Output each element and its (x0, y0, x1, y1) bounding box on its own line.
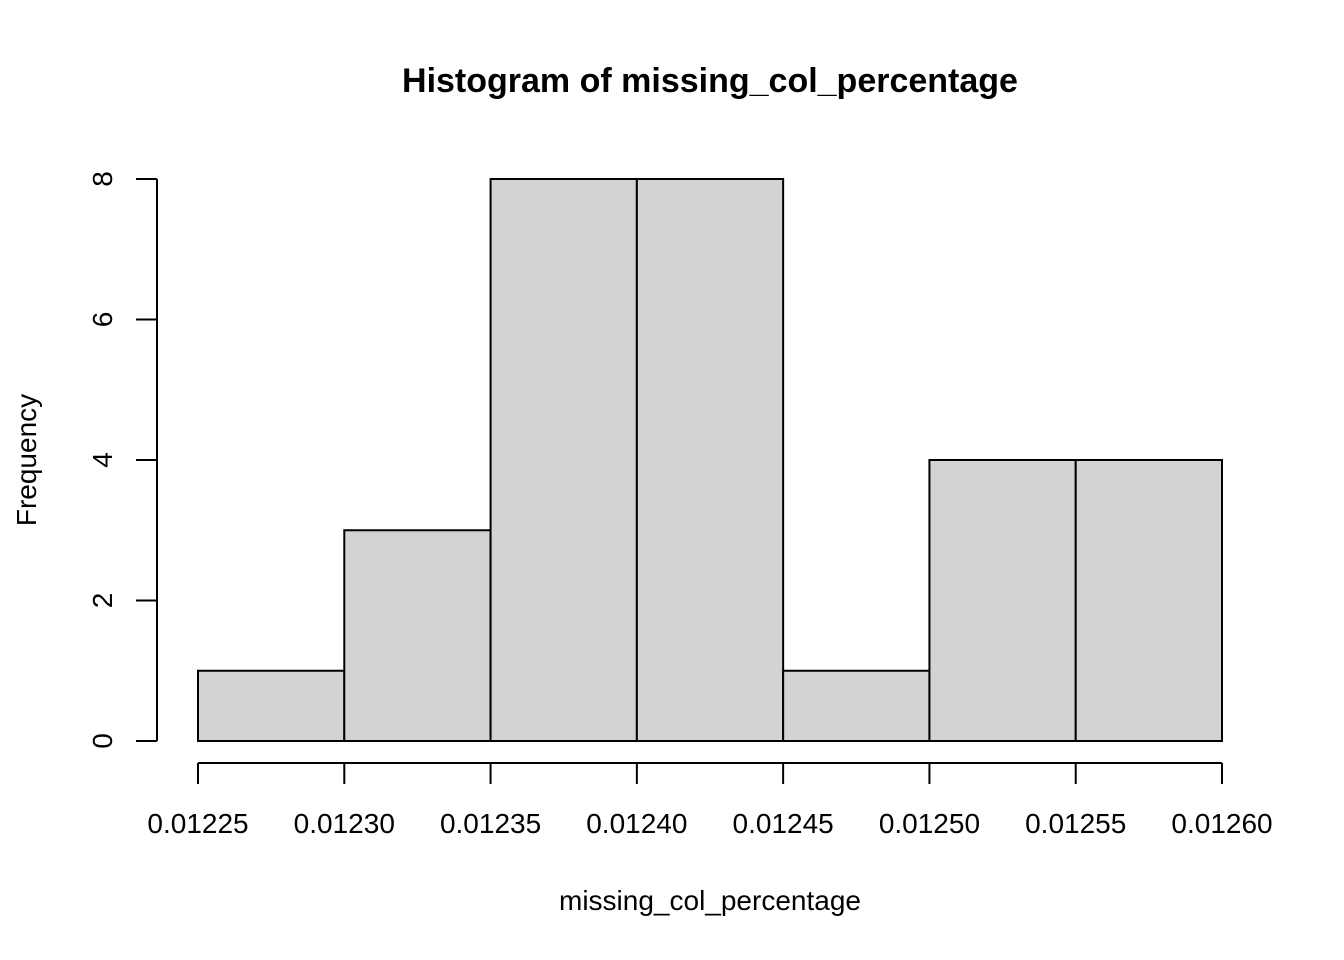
y-tick-label: 6 (87, 312, 118, 328)
y-tick-label: 4 (87, 452, 118, 468)
bars-group (197, 178, 1223, 742)
y-tick-label: 2 (87, 593, 118, 609)
x-tick-label: 0.01230 (294, 808, 395, 839)
y-tick-label: 8 (87, 171, 118, 187)
histogram-bar-7 (1074, 459, 1223, 742)
histogram-bar-2 (343, 529, 492, 742)
x-axis-label: missing_col_percentage (559, 885, 861, 916)
y-tick-label: 0 (87, 733, 118, 749)
histogram-bar-4 (635, 178, 785, 742)
chart-title: Histogram of missing_col_percentage (402, 62, 1018, 100)
x-tick-label: 0.01240 (586, 808, 687, 839)
x-tick-label: 0.01245 (733, 808, 834, 839)
x-axis: 0.01225 0.01230 0.01235 0.01240 0.01245 0.012… (147, 762, 1273, 839)
y-axis: 0 2 4 6 8 (87, 171, 158, 749)
histogram-bar-3 (489, 178, 638, 742)
x-tick-label: 0.01225 (147, 808, 248, 839)
x-tick-label: 0.01255 (1025, 808, 1126, 839)
histogram-bar-6 (928, 459, 1077, 742)
x-tick-label: 0.01260 (1171, 808, 1272, 839)
histogram-bar-5 (782, 669, 931, 742)
y-axis-label: Frequency (11, 394, 42, 526)
histogram-bar-1 (197, 669, 346, 742)
x-tick-label: 0.01250 (879, 808, 980, 839)
x-tick-label: 0.01235 (440, 808, 541, 839)
